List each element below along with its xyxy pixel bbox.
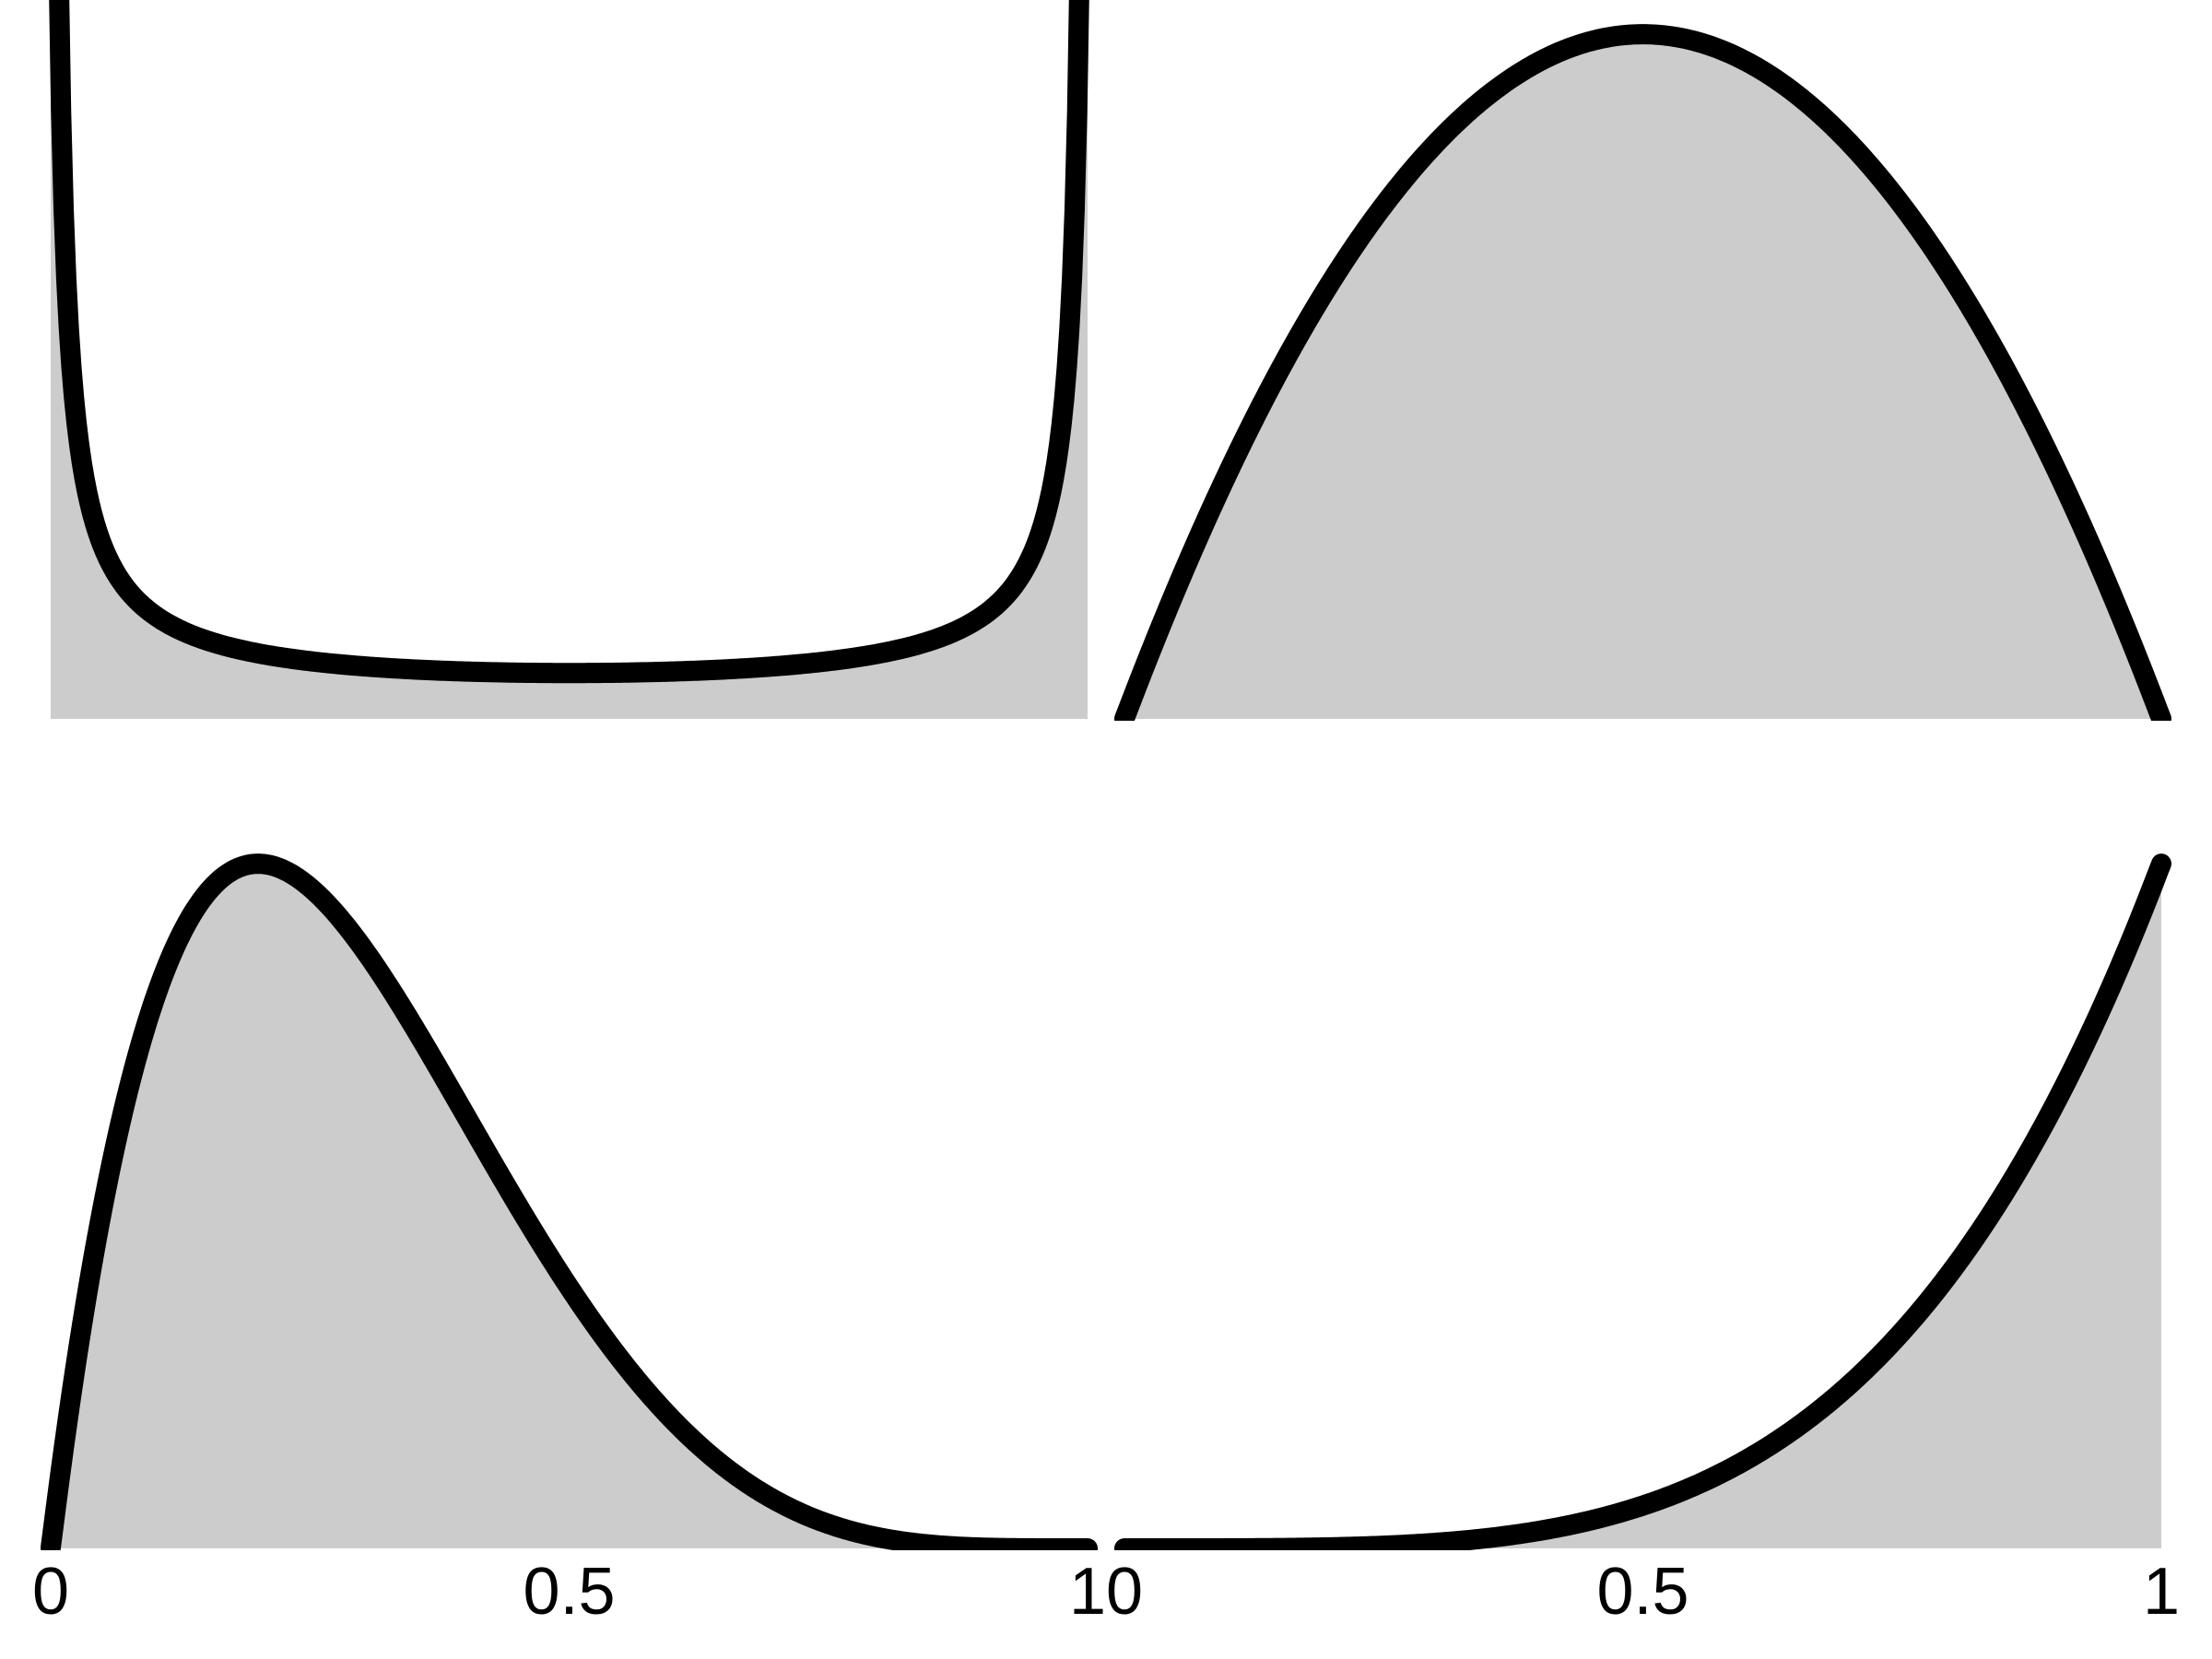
figure-svg: 00.5100.51 [0, 0, 2212, 1659]
xtick-label: 0 [1106, 1555, 1143, 1629]
xtick-label: 0.5 [523, 1555, 615, 1629]
figure-root: 00.5100.51 [0, 0, 2212, 1659]
xtick-label: 1 [1069, 1555, 1106, 1629]
xtick-label: 0.5 [1596, 1555, 1688, 1629]
xtick-label: 1 [2143, 1555, 2180, 1629]
xtick-label: 0 [32, 1555, 69, 1629]
